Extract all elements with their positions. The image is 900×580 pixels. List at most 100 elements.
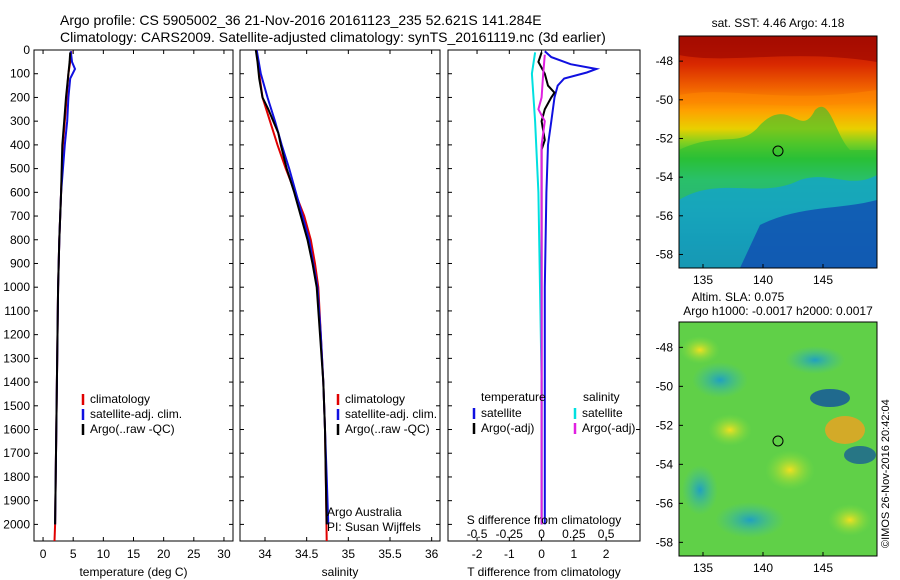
legend-salinity-label: satellite (582, 406, 623, 420)
difference-xtick-label: 2 (603, 547, 610, 561)
map-lon-tick-label: 140 (753, 273, 773, 287)
legend-salinity-label: Argo(-adj) (582, 421, 635, 435)
depth-tick-label: 500 (10, 162, 30, 176)
sla-map-panel: Altim. SLA: 0.075 Argo h1000: -0.0017 h2… (656, 290, 878, 575)
map-lon-tick-label: 145 (813, 273, 833, 287)
depth-tick-label: 1800 (3, 470, 30, 484)
temperature-xtick-label: 20 (157, 547, 171, 561)
difference-series-line (530, 52, 543, 525)
map-lat-tick-label: -48 (656, 54, 674, 68)
sdiff-tick-label: 0.5 (598, 527, 615, 541)
sst-map-image (679, 36, 877, 268)
map-lon-tick-label: 135 (693, 273, 713, 287)
temperature-xtick-label: 30 (217, 547, 231, 561)
depth-tick-label: 1600 (3, 423, 30, 437)
salinity-legend-label: satellite-adj. clim. (345, 407, 437, 421)
map-lat-tick-label: -50 (656, 93, 674, 107)
sst-argo-location-marker (772, 145, 784, 157)
figure-title-line1: Argo profile: CS 5905002_36 21-Nov-2016 … (60, 12, 542, 28)
temperature-legend-label: climatology (90, 392, 150, 406)
temperature-xtick-label: 10 (97, 547, 111, 561)
temperature-xtick-label: 5 (70, 547, 77, 561)
figure-title-line2: Climatology: CARS2009. Satellite-adjuste… (60, 29, 606, 45)
depth-tick-label: 200 (10, 90, 30, 104)
sdiff-tick-label: -0.5 (467, 527, 488, 541)
legend-temperature-label: satellite (481, 406, 522, 420)
map-lat-tick-label: -52 (656, 131, 674, 145)
depth-tick-label: 1500 (3, 399, 30, 413)
argo-australia-credit: Argo Australia (327, 505, 402, 519)
difference-xlabel: T difference from climatology (467, 565, 621, 579)
sla-map-image (679, 322, 877, 556)
salinity-xlabel: salinity (322, 565, 359, 579)
sdiff-axis-label: S difference from climatology (467, 513, 622, 527)
map-lat-tick-label: -58 (656, 535, 674, 549)
sla-map-title: Altim. SLA: 0.075 (692, 290, 785, 304)
difference-panel: -2 -1 0 1 2 T difference from climatology -0.5… (447, 49, 641, 579)
depth-tick-label: 600 (10, 185, 30, 199)
sdiff-tick-label: 0.25 (562, 527, 586, 541)
legend-salinity-title: salinity (583, 390, 620, 404)
sst-map-title: sat. SST: 4.46 Argo: 4.18 (712, 16, 845, 30)
map-lat-tick-label: -58 (656, 247, 674, 261)
depth-tick-label: 300 (10, 114, 30, 128)
salinity-xtick-label: 35 (342, 547, 356, 561)
sla-map-subtitle: Argo h1000: -0.0017 h2000: 0.0017 (683, 304, 873, 318)
depth-tick-label: 1700 (3, 446, 30, 460)
difference-series-line (543, 50, 601, 525)
depth-tick-label: 1300 (3, 351, 30, 365)
map-lat-tick-label: -54 (656, 457, 674, 471)
depth-tick-label: 1900 (3, 494, 30, 508)
temperature-xlabel: temperature (deg C) (79, 565, 187, 579)
salinity-xtick-label: 35.5 (378, 547, 402, 561)
temperature-legend-label: satellite-adj. clim. (90, 407, 182, 421)
sst-map-panel: sat. SST: 4.46 Argo: 4.18 135 140 145 -48 -5… (656, 16, 878, 287)
imos-date-stamp: ©IMOS 26-Nov-2016 20:42:04 (880, 399, 892, 548)
salinity-series-line (255, 49, 328, 542)
sla-map-axes: 135 140 145 -48 -50 -52 -54 -56 -58 (656, 340, 834, 575)
temperature-xtick-label: 15 (127, 547, 141, 561)
temperature-xtick-label: 0 (40, 547, 47, 561)
sst-map-axes: 135 140 145 -48 -50 -52 -54 -56 -58 (656, 54, 834, 287)
depth-tick-label: 100 (10, 67, 30, 81)
depth-tick-label: 800 (10, 233, 30, 247)
depth-tick-label: 400 (10, 138, 30, 152)
depth-tick-label: 900 (10, 256, 30, 270)
temperature-legend-label: Argo(..raw -QC) (90, 422, 175, 436)
map-lon-tick-label: 145 (813, 561, 833, 575)
difference-xtick-label: 1 (571, 547, 578, 561)
salinity-xtick-label: 34.5 (295, 547, 319, 561)
salinity-xtick-label: 36 (425, 547, 439, 561)
map-lat-tick-label: -50 (656, 379, 674, 393)
map-lat-tick-label: -52 (656, 418, 674, 432)
temperature-panel: 0 5 10 15 20 25 30 temperature (deg C) 0 100 200 30… (3, 43, 234, 579)
depth-tick-label: 0 (23, 43, 30, 57)
depth-tick-label: 700 (10, 209, 30, 223)
map-lon-tick-label: 135 (693, 561, 713, 575)
sdiff-tick-label: -0.25 (496, 527, 524, 541)
difference-series-line (537, 54, 546, 525)
depth-tick-label: 1200 (3, 328, 30, 342)
map-lat-tick-label: -54 (656, 170, 674, 184)
difference-plot-frame (447, 49, 641, 542)
legend-temperature-title: temperature (481, 390, 546, 404)
depth-tick-label: 2000 (3, 517, 30, 531)
difference-xtick-label: 0 (538, 547, 545, 561)
map-lon-tick-label: 140 (753, 561, 773, 575)
temperature-series-line (54, 52, 72, 525)
temperature-xtick-label: 25 (187, 547, 201, 561)
map-lat-tick-label: -56 (656, 209, 674, 223)
map-lat-tick-label: -56 (656, 496, 674, 510)
depth-tick-label: 1100 (4, 304, 30, 318)
salinity-plot-frame (239, 49, 441, 542)
salinity-legend-label: climatology (345, 392, 405, 406)
depth-tick-label: 1400 (3, 375, 30, 389)
map-lat-tick-label: -48 (656, 340, 674, 354)
difference-xtick-label: -2 (472, 547, 483, 561)
depth-tick-label: 1000 (3, 280, 30, 294)
difference-xtick-label: -1 (504, 547, 515, 561)
sdiff-tick-label: 0 (538, 527, 545, 541)
salinity-series-line (254, 49, 328, 525)
salinity-legend-label: Argo(..raw -QC) (345, 422, 430, 436)
